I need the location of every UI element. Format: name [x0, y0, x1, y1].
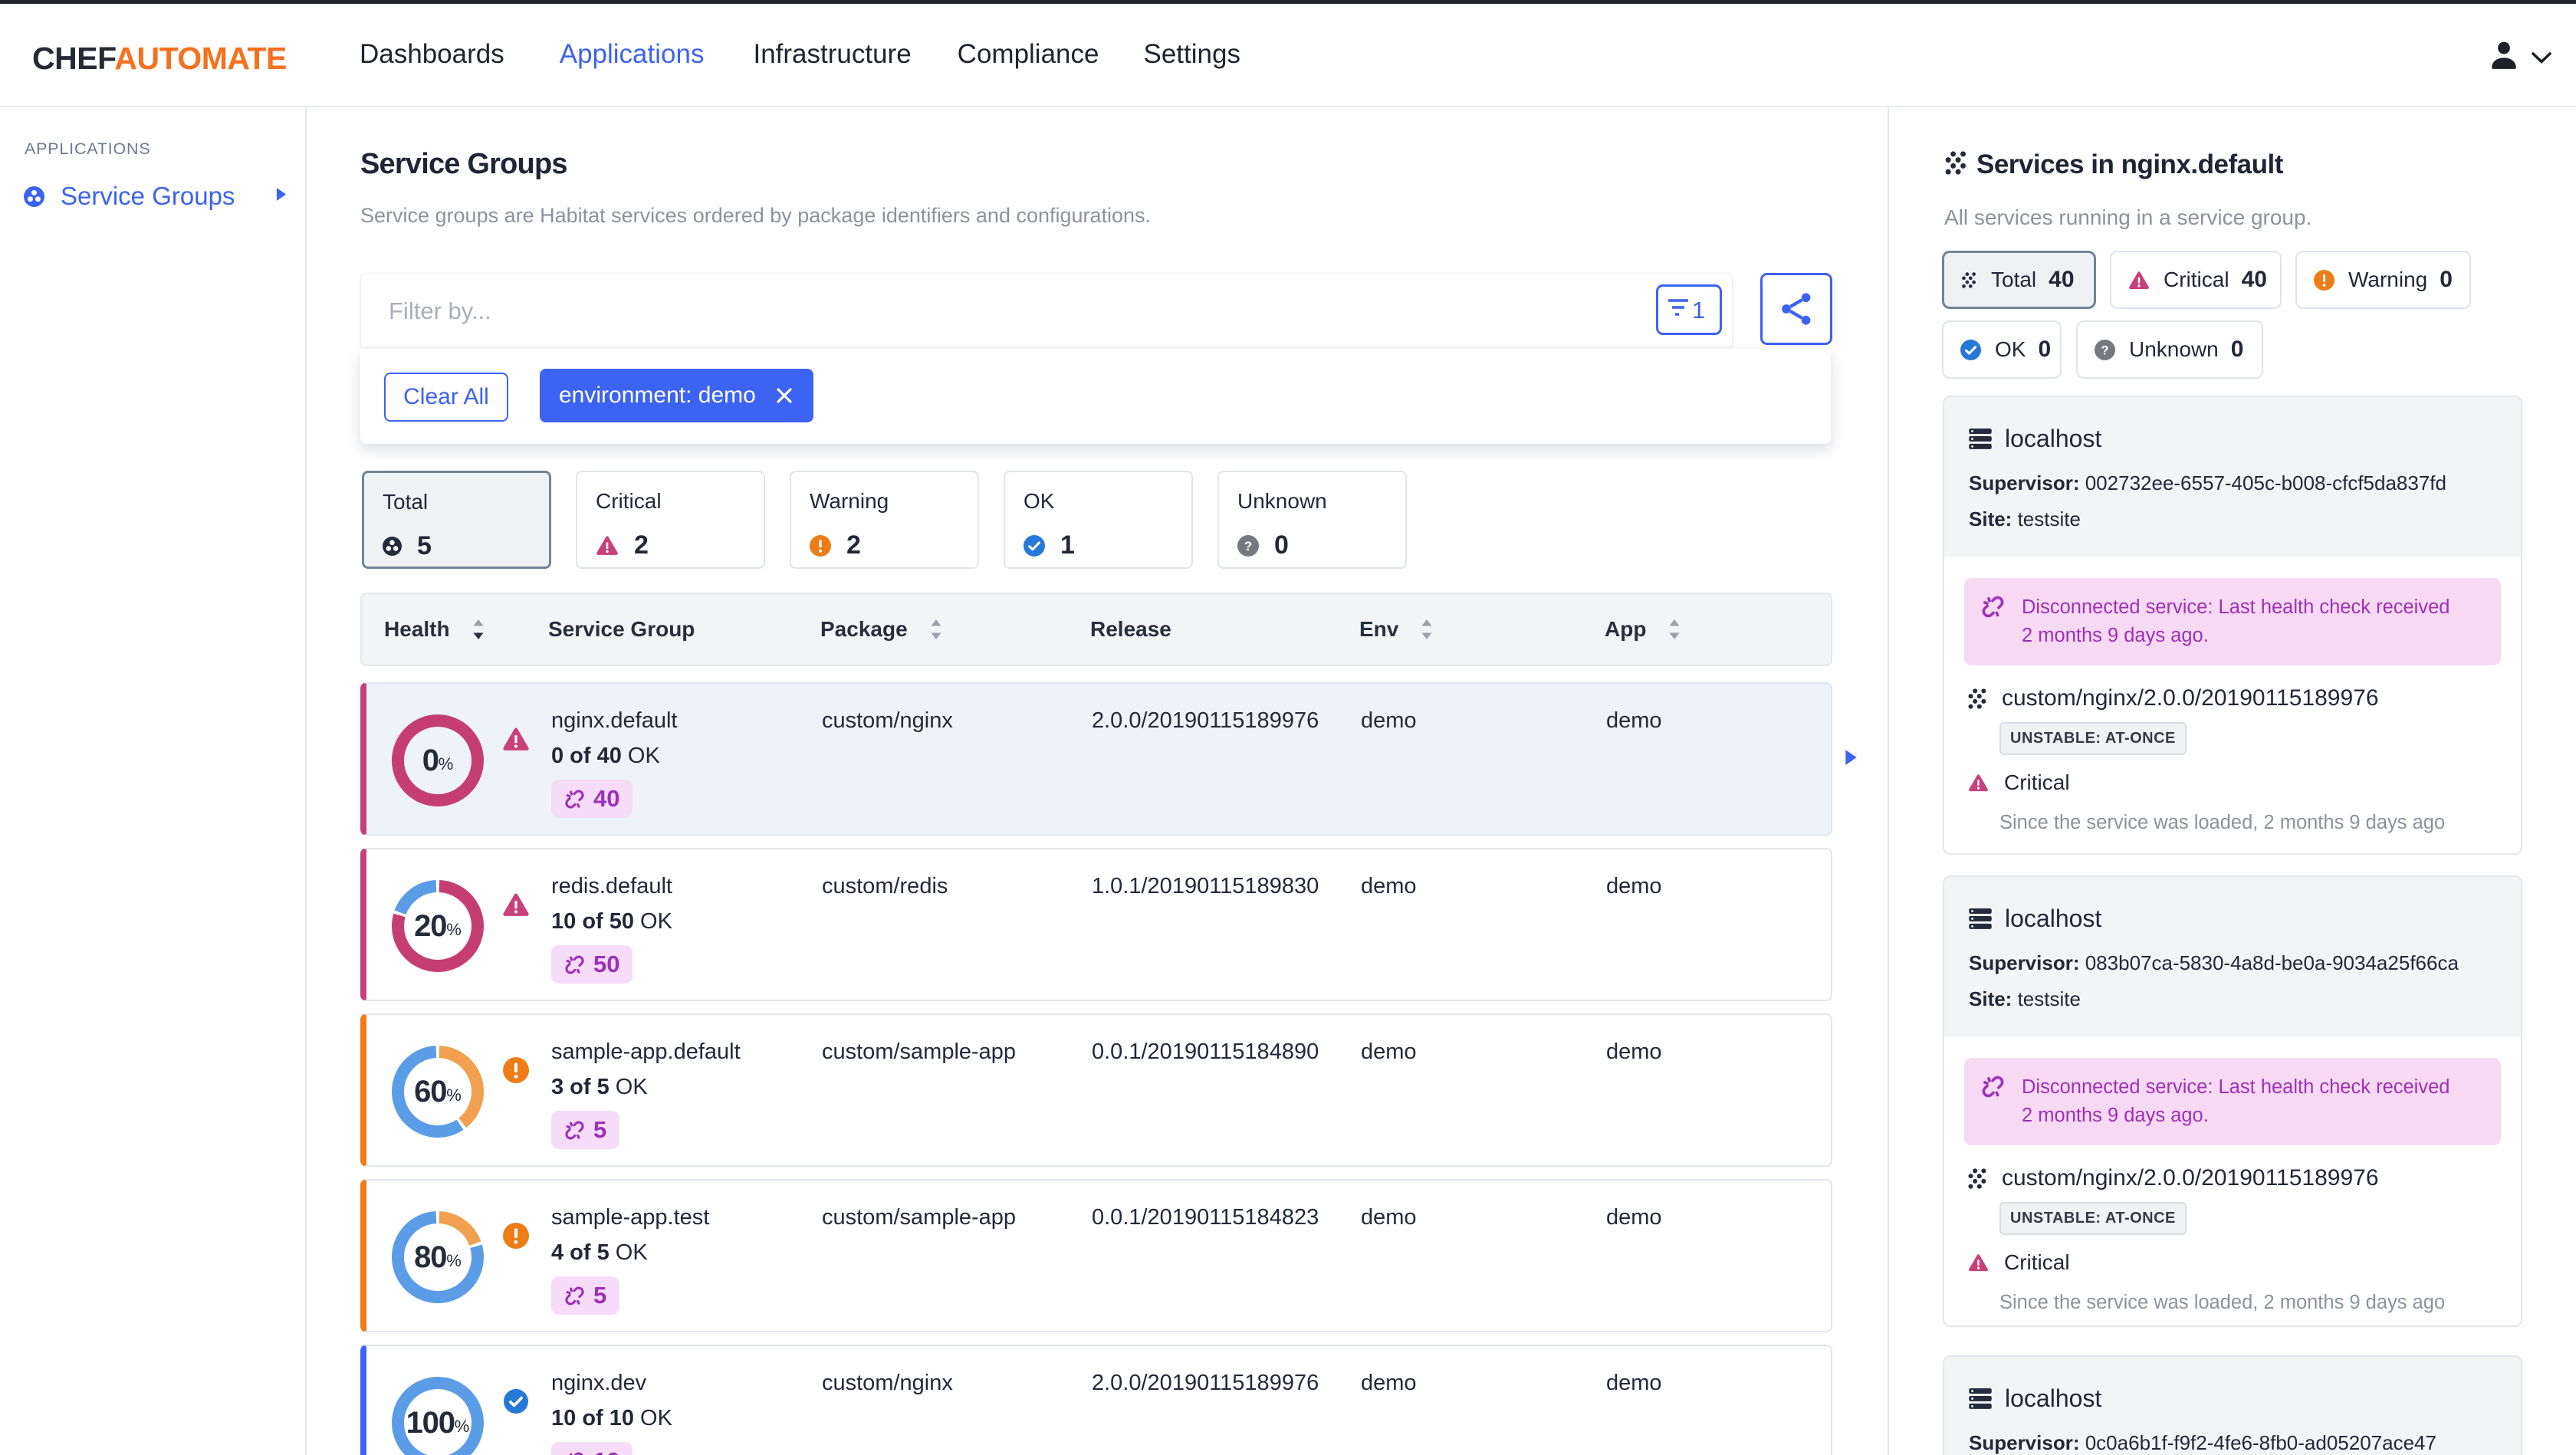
svg-text:?: ? [1244, 539, 1252, 553]
svg-text:?: ? [2101, 343, 2109, 357]
svg-text:1: 1 [1692, 297, 1705, 324]
